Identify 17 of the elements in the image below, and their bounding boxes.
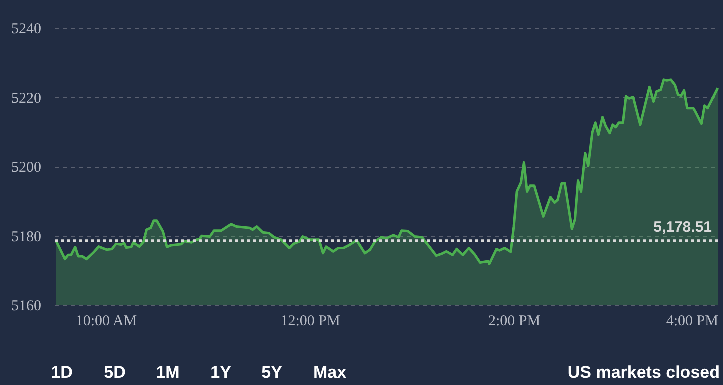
y-tick-label: 5200: [12, 160, 42, 176]
y-tick-label: 5220: [12, 90, 42, 107]
y-tick-label: 5180: [12, 229, 42, 246]
text: Max: [313, 363, 348, 382]
x-tick-label: 10:00 AM: [76, 314, 138, 330]
ref-line-label: 5,178.51: [654, 218, 712, 236]
text: US markets closed: [568, 363, 720, 382]
y-tick-label: 5160: [12, 298, 42, 314]
x-tick-label: 4:00 PM: [666, 314, 718, 330]
text: 1Y: [210, 363, 232, 382]
text: 5Y: [262, 363, 284, 382]
x-tick-label: 12:00 PM: [280, 314, 340, 330]
text: 1M: [156, 363, 180, 382]
x-tick-label: 2:00 PM: [488, 314, 541, 330]
y-tick-label: 5240: [12, 22, 42, 38]
text: 1D: [51, 363, 73, 382]
text: 5D: [104, 363, 126, 382]
